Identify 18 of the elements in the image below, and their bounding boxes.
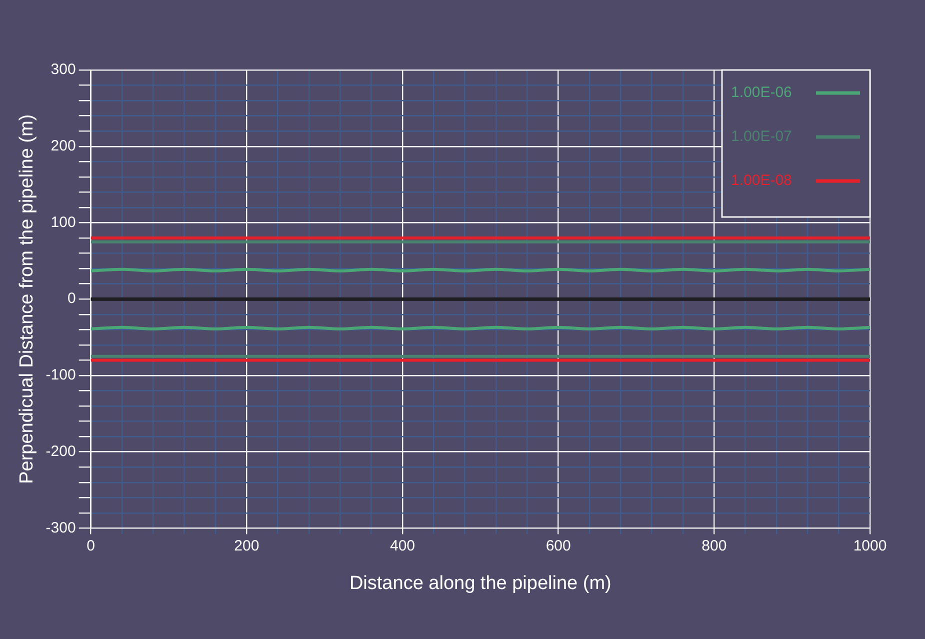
x-tick-label: 1000	[853, 537, 887, 554]
x-tick-label: 400	[390, 537, 416, 554]
x-tick-label: 200	[234, 537, 260, 554]
x-tick-label: 800	[702, 537, 727, 554]
y-tick-label: -200	[46, 442, 76, 460]
y-tick-label: 0	[67, 290, 76, 308]
x-tick-label: 600	[546, 537, 571, 554]
legend-label: 1.00E-08	[731, 172, 792, 190]
legend-label: 1.00E-06	[731, 84, 792, 102]
x-tick-label: 0	[86, 537, 95, 554]
x-axis-title: Distance along the pipeline (m)	[349, 572, 612, 594]
y-tick-label: 300	[50, 61, 76, 78]
y-axis-title: Perpendicual Distance from the pipeline (m)	[16, 114, 38, 484]
y-tick-label: -100	[46, 366, 76, 384]
y-tick-label: -300	[46, 519, 76, 536]
y-tick-label: 200	[50, 138, 76, 155]
legend-label: 1.00E-07	[731, 128, 792, 146]
y-tick-label: 100	[50, 214, 76, 231]
